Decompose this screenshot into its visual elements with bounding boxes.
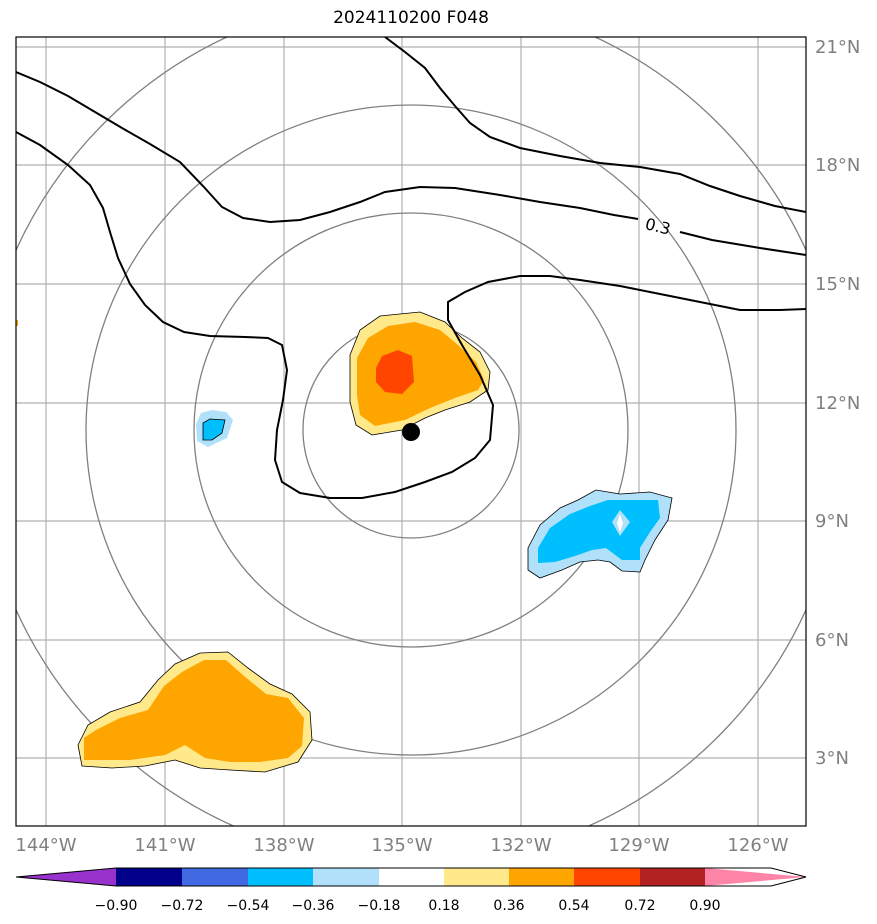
contour-lines: [16, 37, 806, 499]
lon-label: 144°W: [15, 835, 76, 856]
lat-label: 21°N: [815, 37, 860, 58]
lon-label: 141°W: [134, 835, 195, 856]
negative-anomaly-regions: [196, 410, 673, 579]
colorbar-tick: −0.18: [358, 898, 401, 914]
lat-label: 9°N: [815, 511, 849, 532]
lon-label: 132°W: [490, 835, 551, 856]
colorbar-tick: −0.36: [292, 898, 335, 914]
colorbar-segment: [182, 868, 248, 886]
map-title: 2024110200 F048: [333, 8, 489, 28]
lat-label: 18°N: [815, 155, 860, 176]
contour-label: 0.3: [643, 214, 672, 239]
contour-line-southern: [16, 131, 806, 499]
map-frame: [15, 36, 807, 827]
colorbar-segment: [705, 868, 806, 886]
contour-line-north: [384, 37, 806, 213]
lon-label: 138°W: [253, 835, 314, 856]
colorbar-segment: [444, 868, 509, 886]
colorbar-segment: [248, 868, 313, 886]
colorbar-tick: −0.72: [161, 898, 204, 914]
colorbar-tick: 0.90: [689, 898, 720, 914]
colorbar-segment: [640, 868, 705, 886]
colorbar: [15, 867, 807, 887]
colorbar-tick: −0.54: [227, 898, 270, 914]
colorbar-tick: 0.72: [624, 898, 655, 914]
lon-label: 129°W: [608, 835, 669, 856]
lon-label: 126°W: [727, 835, 788, 856]
lat-label: 12°N: [815, 393, 860, 414]
positive-anomaly-regions: [77, 311, 491, 773]
latitude-labels: 21°N 18°N 15°N 12°N 9°N 6°N 3°N: [815, 37, 860, 769]
colorbar-segment: [509, 868, 574, 886]
colorbar-tick: 0.36: [493, 898, 524, 914]
colorbar-tick: 0.54: [558, 898, 589, 914]
lat-label: 3°N: [815, 748, 849, 769]
colorbar-segment: [16, 868, 116, 886]
colorbar-tick: 0.18: [428, 898, 459, 914]
longitude-labels: 144°W 141°W 138°W 135°W 132°W 129°W 126°…: [15, 835, 788, 856]
colorbar-segment: [574, 868, 640, 886]
colorbar-segment: [116, 868, 182, 886]
contour-line-labelled: [16, 71, 639, 224]
colorbar-segment: [379, 868, 444, 886]
colorbar-tick: −0.90: [95, 898, 138, 914]
colorbar-segment: [313, 868, 379, 886]
storm-center-marker: [402, 423, 420, 441]
colorbar-outline: [15, 867, 807, 887]
lon-label: 135°W: [371, 835, 432, 856]
lat-label: 6°N: [815, 630, 849, 651]
lat-label: 15°N: [815, 274, 860, 295]
colorbar-tick-labels: −0.90 −0.72 −0.54 −0.36 −0.18 0.18 0.36 …: [95, 898, 721, 914]
